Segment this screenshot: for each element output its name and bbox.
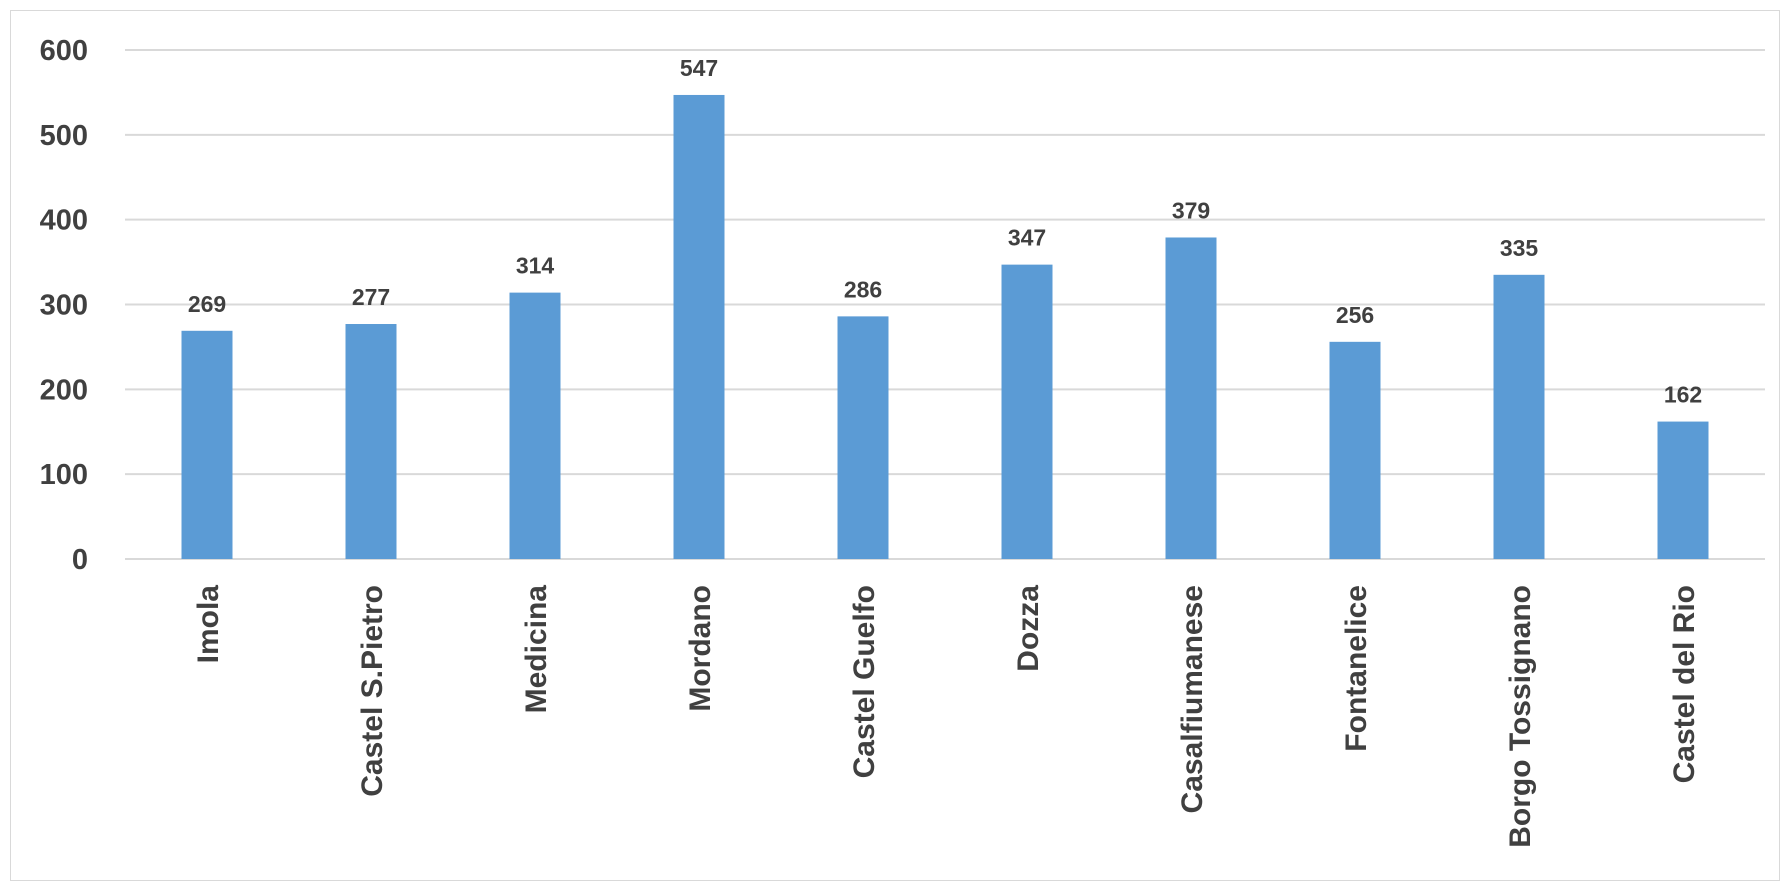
category-label: Castel del Rio [1668,585,1701,783]
category-label: Mordano [684,585,717,712]
data-labels: 269 277 314 547 286 347 379 256 335 162 [188,55,1702,408]
bar [837,316,889,559]
bar [345,324,397,559]
bar [1329,341,1381,559]
data-label: 286 [844,276,882,302]
category-label: Imola [192,585,225,664]
chart-frame [10,10,1780,881]
bars [181,94,1709,559]
data-label: 256 [1336,302,1374,328]
y-tick-label: 300 [40,290,88,322]
bar [1001,264,1053,559]
y-tick-label: 400 [40,205,88,237]
category-label: Casalfiumanese [1176,585,1209,813]
data-label: 162 [1664,382,1702,408]
bar [1657,421,1709,559]
data-label: 335 [1500,235,1539,261]
bar [509,292,561,559]
data-label: 379 [1172,197,1210,223]
y-tick-label: 600 [40,35,88,67]
category-label: Borgo Tossignano [1504,585,1537,848]
y-tick-label: 100 [40,459,88,491]
bar [1493,274,1545,559]
data-label: 547 [680,55,718,81]
bar [1165,237,1217,559]
category-label: Medicina [520,585,553,714]
category-label: Castel Guelfo [848,585,881,778]
data-label: 314 [516,253,555,279]
data-label: 347 [1008,225,1046,251]
category-label: Fontanelice [1340,585,1373,752]
gridlines [125,49,1765,560]
category-label: Castel S.Pietro [356,585,389,797]
y-axis-tick-labels: 0 100 200 300 400 500 600 [40,35,88,576]
y-tick-label: 200 [40,374,88,406]
y-tick-label: 0 [72,544,88,576]
category-label: Dozza [1012,585,1045,672]
y-tick-label: 500 [40,120,88,152]
bar [181,330,233,559]
data-label: 269 [188,291,226,317]
x-axis-category-labels: Imola Castel S.Pietro Medicina Mordano Caste… [192,585,1701,848]
data-label: 277 [352,284,390,310]
bar [673,94,725,559]
